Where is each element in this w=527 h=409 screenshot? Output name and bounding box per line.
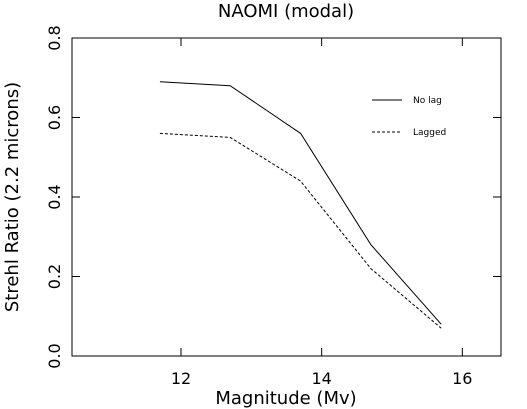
x-axis-label: Magnitude (Mv): [215, 388, 356, 409]
y-tick-label: 0.6: [45, 105, 64, 130]
series-line-2: [159, 132, 442, 329]
legend: No lag Lagged: [372, 96, 446, 138]
x-tick-label: 12: [171, 369, 191, 388]
plot-frame: [71, 37, 502, 357]
y-tick-label: 0.2: [45, 264, 64, 289]
y-tick-label: 0.4: [45, 184, 64, 209]
legend-label-1: No lag: [413, 96, 442, 106]
series-line-1: [159, 81, 442, 325]
legend-label-2: Lagged: [413, 128, 446, 138]
y-tick-label: 0.8: [45, 25, 64, 50]
chart-title: NAOMI (modal): [218, 1, 354, 22]
x-tick-label: 16: [452, 369, 472, 388]
y-axis-label: Strehl Ratio (2.2 microns): [2, 82, 23, 312]
x-tick-label: 14: [311, 369, 331, 388]
y-tick-label: 0.0: [45, 343, 64, 368]
series-layer: [159, 81, 442, 329]
y-axis-ticks: 0.0 0.2 0.4 0.6 0.8: [45, 25, 501, 369]
x-axis-ticks: 12 14 16: [171, 38, 472, 388]
